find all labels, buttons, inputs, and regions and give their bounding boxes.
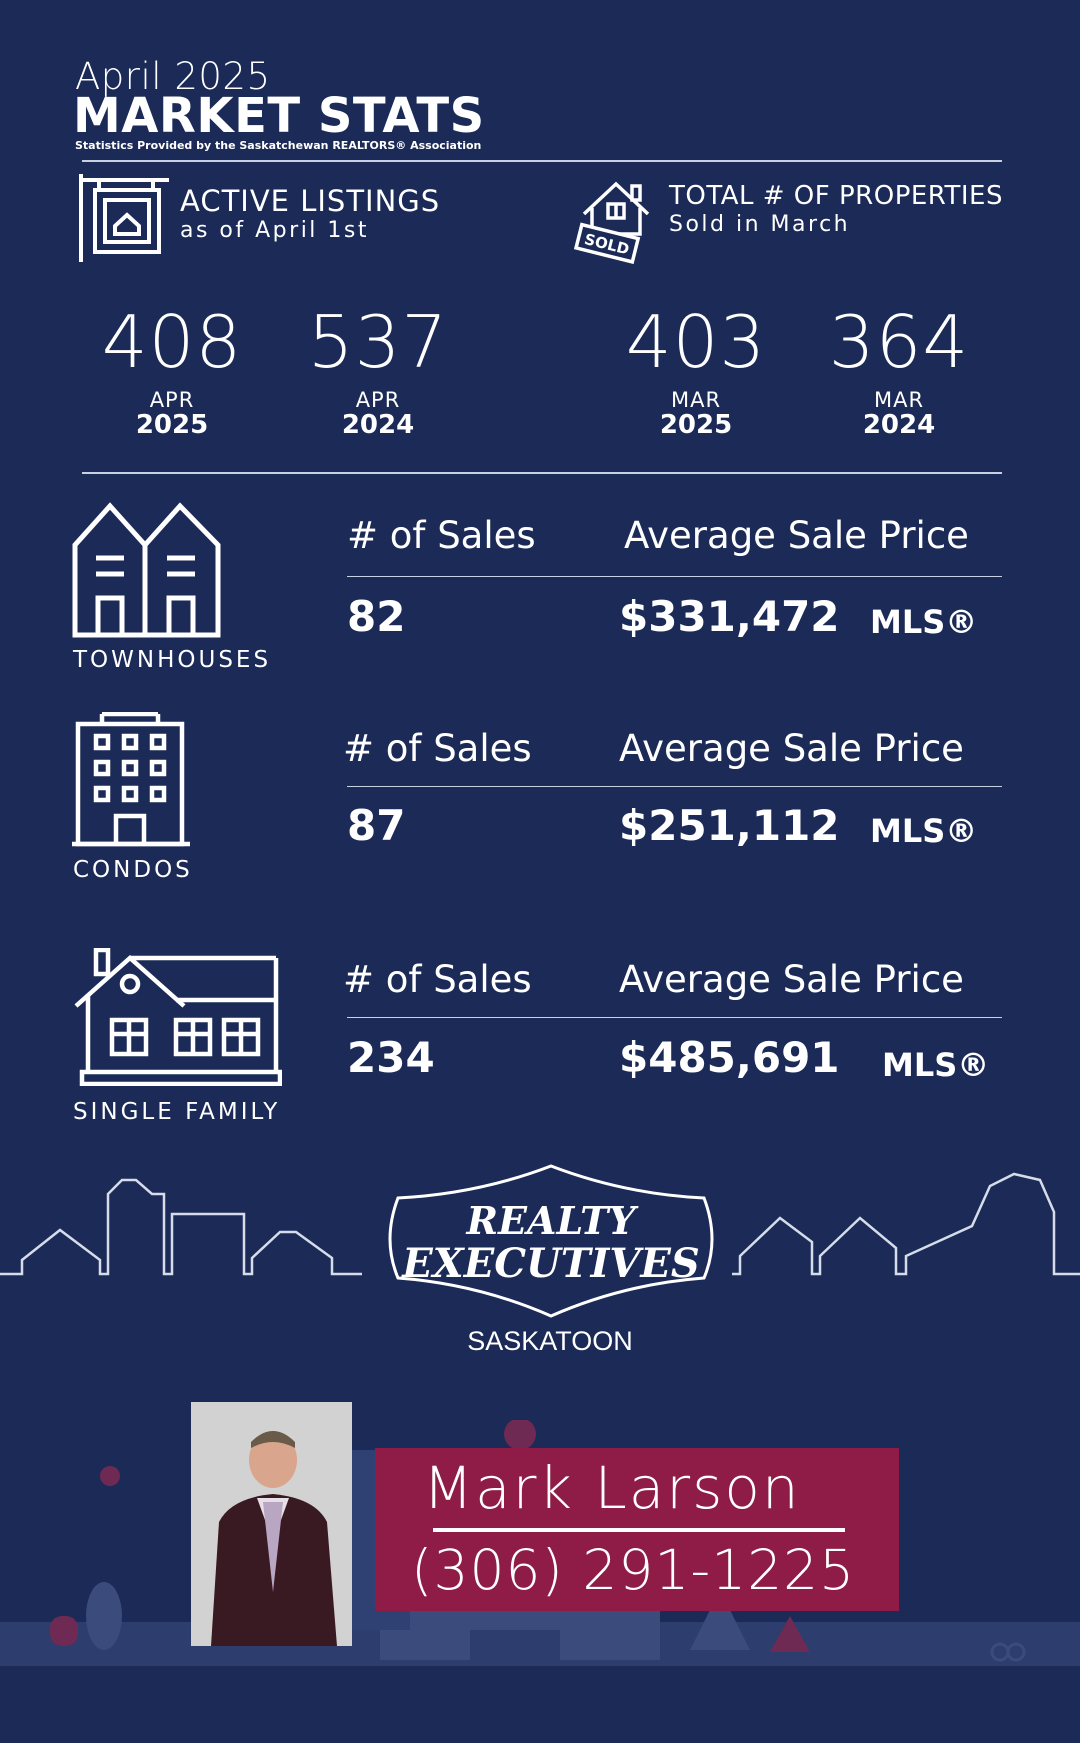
condos-mls-badge: MLS® bbox=[870, 812, 978, 850]
page-title: MARKET STATS bbox=[73, 88, 485, 144]
townhouses-price-value: $331,472 bbox=[619, 592, 840, 641]
total-sold-2025-value: 403 bbox=[625, 300, 767, 384]
agent-phone[interactable]: (306) 291-1225 bbox=[411, 1538, 856, 1602]
active-listings-2025-value: 408 bbox=[101, 300, 243, 384]
brand-line-2: EXECUTIVES bbox=[402, 1240, 700, 1287]
divider bbox=[82, 472, 1002, 474]
agent-photo bbox=[191, 1402, 352, 1646]
divider bbox=[347, 576, 1002, 577]
active-listings-2025-label: APR 2025 bbox=[87, 388, 257, 438]
skyline-illustration bbox=[0, 1160, 1080, 1300]
townhouse-icon bbox=[72, 500, 222, 640]
single-family-price-value: $485,691 bbox=[619, 1033, 840, 1082]
brand-line-1: REALTY bbox=[466, 1198, 636, 1243]
divider bbox=[433, 1528, 845, 1532]
stat-month: APR bbox=[149, 388, 195, 412]
total-sold-title: TOTAL # OF PROPERTIES bbox=[669, 181, 1003, 211]
total-sold-subtitle: Sold in March bbox=[669, 212, 851, 237]
sold-house-icon: SOLD bbox=[570, 172, 662, 265]
total-sold-2025-label: MAR 2025 bbox=[611, 388, 781, 438]
single-family-sales-header: # of Sales bbox=[343, 958, 532, 1001]
total-sold-2024-label: MAR 2024 bbox=[814, 388, 984, 438]
divider bbox=[82, 160, 1002, 162]
condos-sales-header: # of Sales bbox=[343, 727, 532, 770]
agent-name: Mark Larson bbox=[423, 1454, 801, 1522]
townhouses-price-header: Average Sale Price bbox=[624, 514, 969, 557]
townhouses-sales-header: # of Sales bbox=[347, 514, 536, 557]
single-family-mls-badge: MLS® bbox=[882, 1046, 990, 1084]
agent-contact-box: Mark Larson (306) 291-1225 bbox=[375, 1448, 899, 1611]
category-townhouses-label: TOWNHOUSES bbox=[73, 647, 272, 673]
stat-year: 2024 bbox=[862, 410, 936, 440]
stat-month: APR bbox=[355, 388, 401, 412]
active-listings-subtitle: as of April 1st bbox=[180, 218, 369, 243]
active-listings-2024-label: APR 2024 bbox=[293, 388, 463, 438]
report-month: April 2025 bbox=[75, 55, 271, 98]
single-family-house-icon bbox=[72, 947, 283, 1087]
stat-year: 2025 bbox=[659, 410, 733, 440]
active-listings-title: ACTIVE LISTINGS bbox=[180, 184, 441, 218]
active-listings-2024-value: 537 bbox=[307, 300, 449, 384]
brand-city: SASKATOON bbox=[467, 1326, 633, 1356]
stat-year: 2025 bbox=[135, 410, 209, 440]
townhouses-sales-value: 82 bbox=[347, 592, 406, 641]
condos-sales-value: 87 bbox=[347, 801, 406, 850]
divider bbox=[347, 786, 1002, 787]
condos-price-value: $251,112 bbox=[619, 801, 840, 850]
category-single-family-label: SINGLE FAMILY bbox=[73, 1099, 281, 1125]
condo-building-icon bbox=[72, 711, 190, 848]
townhouses-mls-badge: MLS® bbox=[870, 603, 978, 641]
stat-month: MAR bbox=[873, 388, 925, 412]
realty-executives-logo: REALTY EXECUTIVES bbox=[378, 1160, 724, 1322]
category-condos-label: CONDOS bbox=[73, 857, 193, 883]
stat-month: MAR bbox=[670, 388, 722, 412]
total-sold-2024-value: 364 bbox=[828, 300, 970, 384]
stat-year: 2024 bbox=[341, 410, 415, 440]
data-source-note: Statistics Provided by the Saskatchewan … bbox=[75, 139, 482, 152]
single-family-price-header: Average Sale Price bbox=[619, 958, 964, 1001]
single-family-sales-value: 234 bbox=[347, 1033, 435, 1082]
house-sign-icon bbox=[75, 170, 175, 265]
condos-price-header: Average Sale Price bbox=[619, 727, 964, 770]
divider bbox=[347, 1017, 1002, 1018]
